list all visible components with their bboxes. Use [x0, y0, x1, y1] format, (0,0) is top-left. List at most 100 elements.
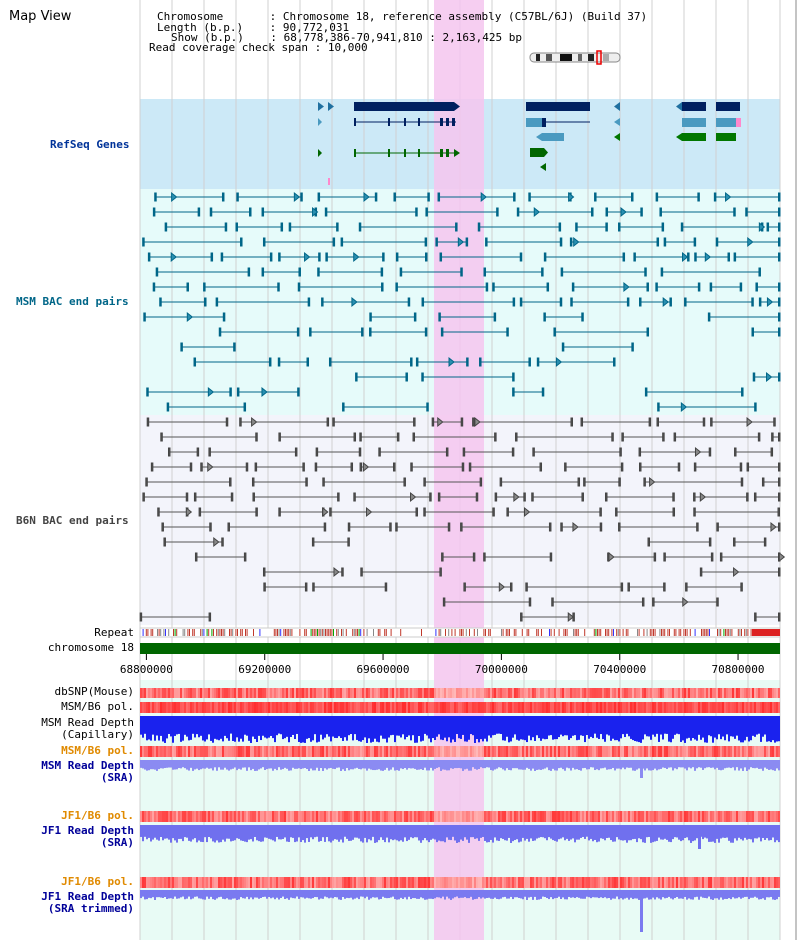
track-label-jf1-read-depth-sra[interactable]: JF1 Read Depth (SRA): [41, 825, 134, 849]
track-label-jf1-read-depth-trim[interactable]: JF1 Read Depth (SRA trimmed): [41, 891, 134, 915]
heat-cell: [682, 811, 684, 822]
heat-cell: [358, 811, 360, 822]
depth-bar: [206, 825, 208, 843]
depth-bar: [418, 716, 420, 737]
bac-end-mark: [599, 522, 603, 532]
bac-end-arrow: [533, 206, 541, 218]
heat-cell: [442, 746, 444, 757]
depth-bar: [556, 760, 558, 771]
depth-bar: [434, 760, 436, 769]
heat-cell: [398, 877, 400, 888]
track-label-msm-read-depth-cap[interactable]: MSM Read Depth (Capillary): [41, 717, 134, 741]
depth-bar: [184, 890, 186, 900]
repeat-mark: [288, 629, 290, 636]
heat-cell: [666, 746, 668, 757]
track-label-jf1-b6-pol[interactable]: JF1/B6 pol.: [61, 809, 134, 822]
heat-cell: [752, 811, 754, 822]
heat-cell: [448, 811, 450, 822]
depth-bar: [400, 825, 402, 841]
heat-cell: [388, 811, 390, 822]
depth-bar: [772, 825, 774, 838]
heat-cell: [746, 702, 748, 713]
track-label-msm-bac[interactable]: MSM BAC end pairs: [16, 295, 129, 308]
chromosome-bar[interactable]: [140, 643, 780, 654]
heat-cell: [544, 688, 546, 698]
bac-end-mark: [328, 357, 332, 367]
heat-cell: [164, 811, 166, 822]
heat-cell: [636, 688, 638, 698]
heat-cell: [702, 811, 704, 822]
heat-cell: [322, 746, 324, 757]
heat-cell: [318, 877, 320, 888]
heat-cell: [248, 702, 250, 713]
track-label-msm-b6-pol-2[interactable]: MSM/B6 pol.: [61, 744, 134, 757]
repeat-mark: [683, 629, 685, 636]
heat-cell: [294, 702, 296, 713]
heat-cell: [280, 746, 282, 757]
heat-cell: [276, 702, 278, 713]
highlight-region[interactable]: [434, 0, 484, 940]
heat-cell: [608, 811, 610, 822]
repeat-mark: [208, 629, 210, 636]
msm-bac-end-pairs[interactable]: [142, 191, 781, 413]
bac-end-mark: [314, 462, 318, 472]
bac-end-mark: [677, 462, 681, 472]
heat-cell: [198, 877, 200, 888]
depth-bar: [496, 890, 498, 899]
heat-cell: [580, 877, 582, 888]
depth-bar: [344, 716, 346, 738]
depth-bar: [702, 716, 704, 738]
depth-bar: [288, 825, 290, 842]
chromosome-ideogram[interactable]: [529, 50, 621, 65]
heat-cell: [550, 688, 552, 698]
bac-end-mark: [485, 237, 488, 247]
heat-cell: [676, 702, 678, 713]
heat-cell: [228, 688, 230, 698]
depth-bar: [740, 890, 742, 899]
heat-cell: [278, 877, 280, 888]
depth-bar: [274, 890, 276, 900]
refseq-genes[interactable]: [318, 102, 741, 185]
heat-cell: [222, 688, 224, 698]
heat-cell: [328, 688, 330, 698]
depth-bar: [432, 760, 434, 771]
track-label-msm-b6-pol[interactable]: MSM/B6 pol.: [61, 700, 134, 713]
heat-cell: [238, 811, 240, 822]
heat-cell: [446, 811, 448, 822]
track-label-msm-read-depth-sra[interactable]: MSM Read Depth (SRA): [41, 760, 134, 784]
heat-cell: [748, 702, 750, 713]
track-label-dbsnp[interactable]: dbSNP(Mouse): [54, 685, 134, 698]
heat-cell: [224, 688, 226, 698]
depth-bar: [720, 825, 722, 839]
heat-cell: [206, 877, 208, 888]
track-label-chromosome[interactable]: chromosome 18: [47, 641, 134, 654]
depth-bar: [602, 890, 604, 899]
b6n-bac-end-pairs[interactable]: [139, 416, 786, 623]
heat-cell: [172, 877, 174, 888]
track-label-refseq[interactable]: RefSeq Genes: [50, 138, 130, 151]
depth-bar: [630, 825, 632, 841]
heat-cell: [488, 746, 490, 757]
depth-bar: [300, 890, 302, 898]
heat-cell: [480, 877, 482, 888]
depth-bar: [436, 716, 438, 737]
depth-bar: [478, 825, 480, 841]
bac-end-mark: [297, 387, 300, 397]
depth-bar: [734, 716, 736, 739]
depth-bar: [748, 760, 750, 770]
heat-cell: [442, 688, 444, 698]
track-label-jf1-b6-pol-2[interactable]: JF1/B6 pol.: [61, 875, 134, 888]
depth-bar: [182, 760, 184, 768]
heat-cell: [672, 877, 674, 888]
bac-end-mark: [304, 582, 308, 592]
heat-tracks[interactable]: [140, 688, 780, 932]
track-label-repeat[interactable]: Repeat: [94, 626, 134, 639]
depth-bar: [178, 760, 180, 769]
depth-bar: [308, 825, 310, 842]
heat-cell: [504, 877, 506, 888]
depth-bar: [682, 890, 684, 899]
depth-bar: [374, 890, 376, 898]
repeat-track[interactable]: [142, 629, 780, 636]
track-label-b6n-bac[interactable]: B6N BAC end pairs: [16, 514, 129, 527]
